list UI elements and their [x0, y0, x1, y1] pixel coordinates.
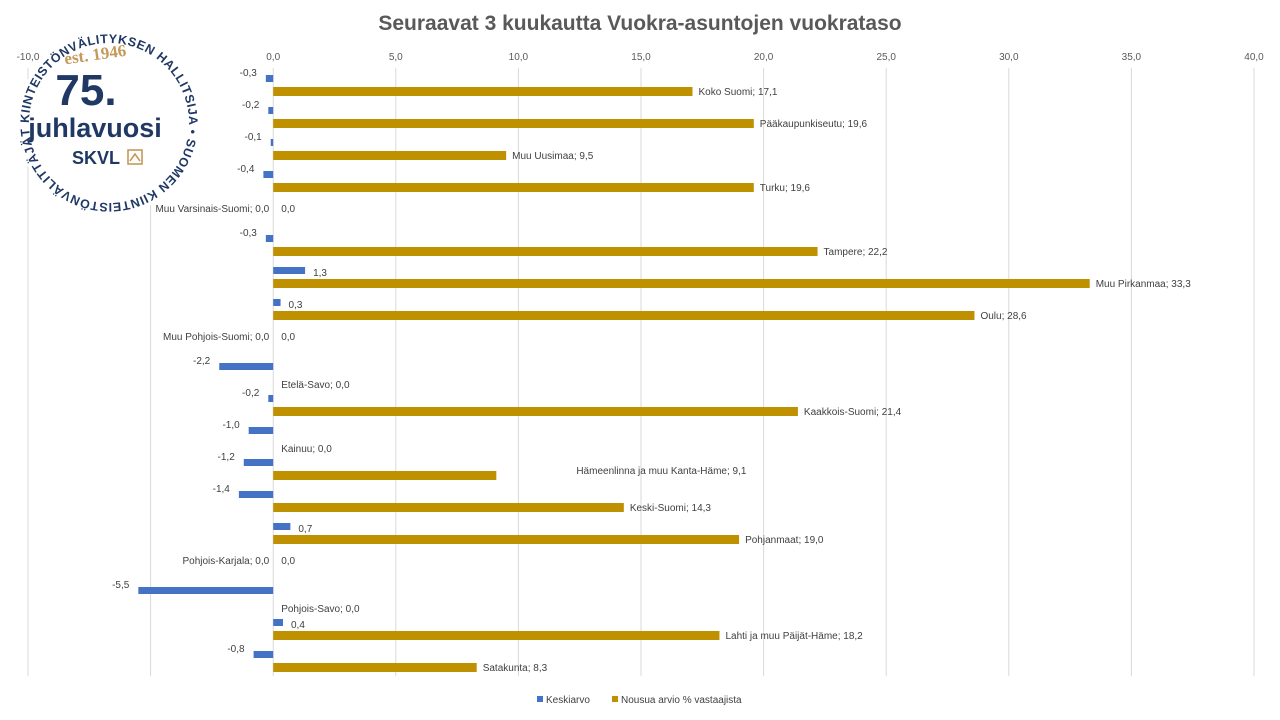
bars — [138, 75, 1090, 672]
bar-nousua — [273, 183, 754, 192]
legend-label-nousua: Nousua arvio % vastaajista — [621, 695, 742, 706]
data-label-keskiarvo: 0,4 — [291, 620, 305, 631]
data-label-nousua: 0,0 — [281, 204, 295, 215]
x-tick-label: 15,0 — [631, 52, 651, 63]
data-label-nousua: Tampere; 22,2 — [824, 247, 888, 258]
data-label-keskiarvo: -5,5 — [112, 580, 130, 591]
data-label-nousua: Muu Pirkanmaa; 33,3 — [1096, 279, 1191, 290]
bar-keskiarvo — [238, 491, 274, 498]
data-label-keskiarvo: -2,2 — [193, 356, 211, 367]
bar-keskiarvo — [273, 523, 291, 530]
bar-keskiarvo — [265, 235, 274, 242]
data-label-nousua: 0,0 — [281, 332, 295, 343]
bar-keskiarvo — [273, 619, 284, 626]
legend-swatch-keskiarvo — [537, 696, 543, 702]
data-label-nousua: Koko Suomi; 17,1 — [698, 87, 777, 98]
gridlines — [27, 68, 1255, 676]
legend-swatch-nousua — [612, 696, 618, 702]
data-label-nousua: Turku; 19,6 — [760, 183, 811, 194]
data-label-keskiarvo: -0,3 — [240, 68, 258, 79]
bar-nousua — [273, 663, 477, 672]
bar-nousua — [273, 311, 975, 320]
data-label-keskiarvo: -0,3 — [240, 228, 258, 239]
bar-keskiarvo — [273, 299, 281, 306]
chart-title: Seuraavat 3 kuukautta Vuokra-asuntojen v… — [378, 12, 902, 35]
data-label-keskiarvo: -0,8 — [227, 644, 245, 655]
bar-keskiarvo — [265, 75, 274, 82]
bar-keskiarvo — [270, 139, 274, 146]
bar-keskiarvo — [253, 651, 274, 658]
data-label-nousua: Etelä-Savo; 0,0 — [281, 380, 350, 391]
data-label-keskiarvo: -0,4 — [237, 164, 255, 175]
bar-keskiarvo — [243, 459, 274, 466]
data-label-nousua: Hämeenlinna ja muu Kanta-Häme; 9,1 — [576, 466, 747, 477]
bar-keskiarvo — [268, 395, 274, 402]
bar-keskiarvo — [273, 267, 306, 274]
data-label-keskiarvo: Muu Varsinais-Suomi; 0,0 — [155, 204, 269, 215]
data-label-keskiarvo: Muu Pohjois-Suomi; 0,0 — [163, 332, 270, 343]
x-tick-label: 30,0 — [999, 52, 1019, 63]
x-tick-label: 35,0 — [1122, 52, 1142, 63]
data-label-nousua: Lahti ja muu Päijät-Häme; 18,2 — [725, 631, 863, 642]
data-label-keskiarvo: Pohjois-Karjala; 0,0 — [182, 556, 269, 567]
bar-keskiarvo — [138, 587, 274, 594]
data-label-nousua: Pohjanmaat; 19,0 — [745, 535, 824, 546]
data-label-keskiarvo: -0,1 — [245, 132, 263, 143]
data-label-keskiarvo: -1,4 — [213, 484, 231, 495]
legend-label-keskiarvo: Keskiarvo — [546, 695, 590, 706]
bar-keskiarvo — [268, 107, 274, 114]
bar-keskiarvo — [248, 427, 274, 434]
bar-nousua — [273, 279, 1090, 288]
bar-nousua — [273, 471, 497, 480]
bar-nousua — [273, 119, 754, 128]
x-tick-label: 10,0 — [509, 52, 529, 63]
data-labels: -0,3 Koko Suomi; 17,1 -0,2 Pääkaupunkiseutu… — [112, 68, 1191, 674]
data-label-keskiarvo: 0,3 — [289, 300, 303, 311]
x-axis-ticks: -10,0-5,00,05,010,015,020,025,030,035,04… — [17, 52, 1265, 63]
bar-keskiarvo — [263, 171, 274, 178]
bar-nousua — [273, 631, 720, 640]
bar-nousua — [273, 247, 818, 256]
data-label-nousua: Kainuu; 0,0 — [281, 444, 332, 455]
logo-brand: SKVL — [72, 148, 120, 168]
x-tick-label: 20,0 — [754, 52, 774, 63]
bar-nousua — [273, 87, 693, 96]
data-label-keskiarvo: -0,2 — [242, 100, 260, 111]
logo-word: juhlavuosi — [27, 113, 162, 143]
data-label-nousua: Keski-Suomi; 14,3 — [630, 503, 712, 514]
data-label-nousua: Kaakkois-Suomi; 21,4 — [804, 407, 902, 418]
data-label-nousua: Satakunta; 8,3 — [483, 663, 548, 674]
data-label-nousua: Pääkaupunkiseutu; 19,6 — [760, 119, 868, 130]
logo-number: 75. — [55, 66, 116, 115]
bar-nousua — [273, 535, 740, 544]
house-icon — [127, 149, 143, 165]
data-label-nousua: Oulu; 28,6 — [980, 311, 1027, 322]
bar-nousua — [273, 151, 507, 160]
bar-nousua — [273, 503, 624, 512]
data-label-nousua: Muu Uusimaa; 9,5 — [512, 151, 594, 162]
legend: Keskiarvo Nousua arvio % vastaajista — [537, 695, 742, 706]
bar-nousua — [273, 407, 798, 416]
data-label-keskiarvo: 0,7 — [298, 524, 312, 535]
x-tick-label: -10,0 — [17, 52, 40, 63]
x-tick-label: 5,0 — [389, 52, 403, 63]
data-label-keskiarvo: -1,0 — [222, 420, 240, 431]
data-label-nousua: 0,0 — [281, 556, 295, 567]
x-tick-label: 25,0 — [876, 52, 896, 63]
data-label-keskiarvo: -1,2 — [218, 452, 236, 463]
x-tick-label: 40,0 — [1244, 52, 1264, 63]
data-label-keskiarvo: -0,2 — [242, 388, 260, 399]
data-label-keskiarvo: 1,3 — [313, 268, 327, 279]
skvl-anniversary-logo: KIINTEISTÖNVÄLITYKSEN HALLITSIJA • SUOME… — [16, 30, 201, 215]
data-label-nousua: Pohjois-Savo; 0,0 — [281, 604, 360, 615]
x-tick-label: 0,0 — [266, 52, 280, 63]
bar-keskiarvo — [219, 363, 274, 370]
